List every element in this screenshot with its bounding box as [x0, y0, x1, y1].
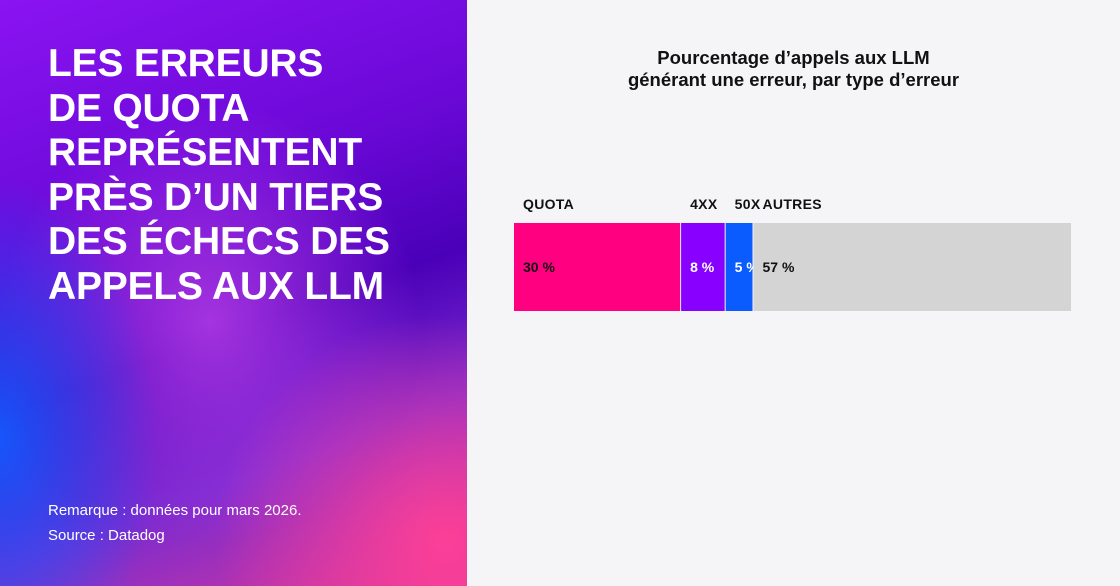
- category-label-autres: AUTRES: [763, 196, 822, 212]
- source-note: Source : Datadog: [48, 526, 165, 544]
- bar-segment-quota: [514, 223, 681, 311]
- remark-note: Remarque : données pour mars 2026.: [48, 502, 302, 519]
- footnotes: Remarque : données pour mars 2026. Sourc…: [48, 499, 301, 548]
- bar-segment-autres: [753, 223, 1071, 311]
- value-label-autres: 57 %: [763, 259, 795, 275]
- headline-line: DES ÉCHECS DES: [48, 220, 390, 263]
- chart-title: Pourcentage d’appels aux LLM générant un…: [467, 47, 1120, 91]
- bar-segment-50x: [725, 223, 753, 311]
- category-label-4xx: 4XX: [690, 196, 718, 212]
- left-panel: LES ERREURS DE QUOTA REPRÉSENTENT PRÈS D…: [0, 0, 467, 586]
- headline-line: DE QUOTA: [48, 86, 250, 130]
- value-label-50x: 5 %: [735, 259, 760, 275]
- chart-title-line: Pourcentage d’appels aux LLM: [657, 47, 930, 68]
- bar-segment-4xx: [681, 223, 725, 311]
- value-label-quota: 30 %: [523, 259, 555, 275]
- chart-title-line: générant une erreur, par type d’erreur: [627, 69, 960, 90]
- headline-line: REPRÉSENTENT: [48, 131, 362, 174]
- category-label-50x: 50X: [735, 196, 761, 212]
- value-label-4xx: 8 %: [690, 259, 715, 275]
- headline: LES ERREURS DE QUOTA REPRÉSENTENT PRÈS D…: [48, 42, 448, 309]
- headline-line: APPELS AUX LLM: [48, 264, 384, 308]
- headline-line: PRÈS D’UN TIERS: [48, 175, 384, 219]
- headline-line: LES ERREURS: [48, 42, 324, 85]
- category-label-quota: QUOTA: [523, 196, 574, 212]
